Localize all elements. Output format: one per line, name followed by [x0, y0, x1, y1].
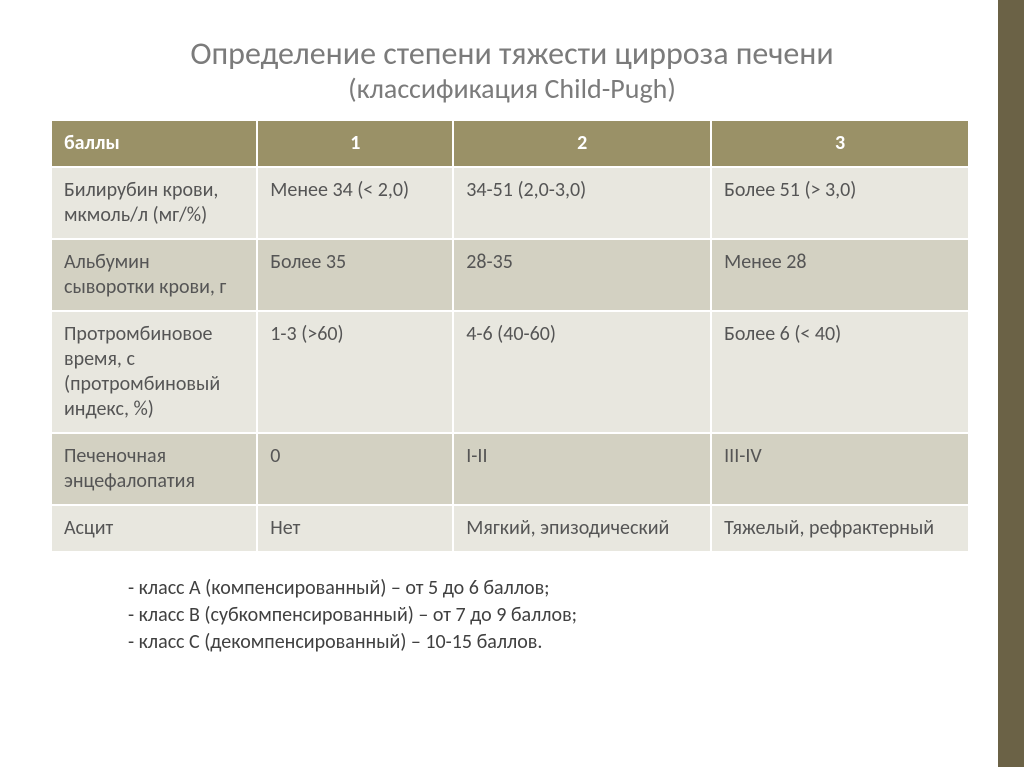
title-line-2: (классификация Child-Pugh) — [50, 73, 974, 105]
table-row: Альбумин сыворотки крови, г Более 35 28-… — [51, 239, 969, 311]
footnote-line: - класс С (декомпенсированный) – 10-15 б… — [128, 629, 974, 656]
table-row: Асцит Нет Мягкий, эпизодический Тяжелый,… — [51, 505, 969, 552]
footnotes: - класс А (компенсированный) – от 5 до 6… — [128, 575, 974, 656]
footnote-line: - класс А (компенсированный) – от 5 до 6… — [128, 575, 974, 602]
cell: Тяжелый, рефрактерный — [711, 505, 969, 552]
table-row: Протромбиновое время, с (протромбиновый … — [51, 311, 969, 433]
cell: Мягкий, эпизодический — [453, 505, 711, 552]
cell: Асцит — [51, 505, 257, 552]
header-cell-label: баллы — [51, 120, 257, 167]
table-header-row: баллы 1 2 3 — [51, 120, 969, 167]
cell: Нет — [257, 505, 453, 552]
cell: Печеночная энцефалопатия — [51, 433, 257, 505]
cell: Альбумин сыворотки крови, г — [51, 239, 257, 311]
cell: 28-35 — [453, 239, 711, 311]
title-line-1: Определение степени тяжести цирроза пече… — [190, 34, 833, 73]
cell: Менее 28 — [711, 239, 969, 311]
cell: 0 — [257, 433, 453, 505]
cell: 1-3 (>60) — [257, 311, 453, 433]
slide: Определение степени тяжести цирроза пече… — [0, 0, 1024, 767]
cell: 34-51 (2,0-3,0) — [453, 167, 711, 239]
child-pugh-table: баллы 1 2 3 Билирубин крови, мкмоль/л (м… — [50, 119, 970, 553]
cell: 4-6 (40-60) — [453, 311, 711, 433]
table-row: Билирубин крови, мкмоль/л (мг/%) Менее 3… — [51, 167, 969, 239]
cell: I-II — [453, 433, 711, 505]
header-cell-3: 3 — [711, 120, 969, 167]
sidebar-accent — [998, 0, 1024, 767]
cell: Протромбиновое время, с (протромбиновый … — [51, 311, 257, 433]
slide-title: Определение степени тяжести цирроза пече… — [50, 36, 974, 105]
cell: III-IV — [711, 433, 969, 505]
footnote-line: - класс В (субкомпенсированный) – от 7 д… — [128, 602, 974, 629]
table-row: Печеночная энцефалопатия 0 I-II III-IV — [51, 433, 969, 505]
header-cell-2: 2 — [453, 120, 711, 167]
cell: Более 51 (> 3,0) — [711, 167, 969, 239]
cell: Менее 34 (< 2,0) — [257, 167, 453, 239]
cell: Более 6 (< 40) — [711, 311, 969, 433]
cell: Более 35 — [257, 239, 453, 311]
header-cell-1: 1 — [257, 120, 453, 167]
cell: Билирубин крови, мкмоль/л (мг/%) — [51, 167, 257, 239]
